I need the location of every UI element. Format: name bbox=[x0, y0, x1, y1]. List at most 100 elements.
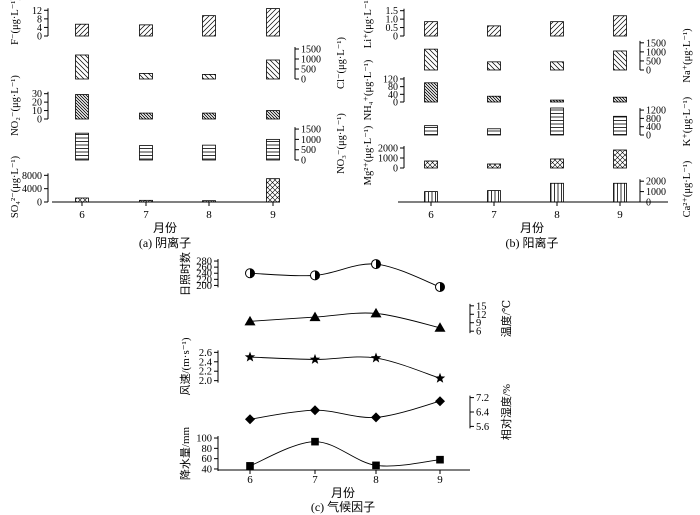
chart-b-bar bbox=[550, 61, 564, 71]
chart-b-caption: (b) 阳离子 bbox=[506, 235, 559, 250]
chart-c-point bbox=[435, 281, 445, 292]
chart-a-bar bbox=[202, 144, 216, 161]
chart-a-bar bbox=[202, 15, 216, 37]
chart-b-bar bbox=[613, 115, 627, 136]
chart-c-y-tick-label: 280 bbox=[196, 257, 212, 268]
chart-a-bar bbox=[266, 178, 280, 203]
chart-c-y-tick-label: 80 bbox=[202, 444, 213, 455]
chart-a-x-tick-label: 6 bbox=[79, 209, 85, 221]
chart-b-bar bbox=[550, 99, 564, 103]
chart-c-x-tick-label: 9 bbox=[437, 474, 443, 486]
chart-c-point bbox=[244, 351, 256, 362]
chart-a-bar bbox=[202, 112, 216, 120]
chart-b-y-tick-label: 1000 bbox=[646, 47, 666, 58]
chart-a-x-axis-label: 月份 bbox=[153, 221, 177, 235]
chart-b-y-tick-label: 40 bbox=[388, 90, 398, 101]
chart-b-y-axis-label: Li⁺(μg·L⁻¹) bbox=[363, 0, 374, 48]
chart-b-y-tick-label: 1.0 bbox=[386, 15, 399, 26]
chart-c-y-tick-label: 2.4 bbox=[199, 357, 213, 368]
chart-c-point bbox=[245, 268, 255, 279]
chart-a-y-tick-label: 0 bbox=[301, 156, 306, 167]
chart-a-bar bbox=[75, 132, 89, 161]
chart-b-y-tick-label: 0 bbox=[646, 198, 651, 209]
chart-b-bar bbox=[487, 128, 501, 136]
chart-b-y-tick-label: 1500 bbox=[646, 38, 666, 49]
chart-b-y-axis-label: K⁺(μg·L⁻¹) bbox=[682, 96, 693, 146]
chart-a-y-tick-label: 20 bbox=[32, 98, 42, 109]
chart-a-bar bbox=[266, 138, 280, 161]
chart-b-y-tick-label: 0.5 bbox=[386, 23, 399, 34]
chart-a-x-tick-label: 8 bbox=[206, 209, 212, 221]
chart-c-y-tick-label: 2.0 bbox=[199, 376, 212, 387]
chart-a-y-axis-label: NO₂⁻(μg·L⁻¹) bbox=[10, 75, 21, 136]
chart-b-x-tick-label: 8 bbox=[554, 209, 560, 221]
chart-c-series-line bbox=[249, 400, 441, 420]
chart-a-y-tick-label: 1000 bbox=[301, 55, 321, 66]
chart-b-bar bbox=[487, 95, 501, 103]
chart-b-bar bbox=[424, 125, 438, 136]
chart-b-bar bbox=[424, 191, 438, 203]
chart-a-bar bbox=[75, 54, 89, 80]
chart-c-y-tick-label: 260 bbox=[196, 263, 212, 274]
chart-b-bar bbox=[613, 182, 627, 203]
chart-c-point bbox=[310, 270, 320, 281]
chart-c-point bbox=[309, 353, 321, 364]
chart-c-point bbox=[310, 405, 320, 416]
chart-b-y-tick-label: 0 bbox=[393, 164, 398, 175]
chart-c-x-tick-label: 8 bbox=[373, 474, 379, 486]
chart-b-bar bbox=[487, 61, 501, 71]
chart-b-bar bbox=[487, 190, 501, 203]
chart-c-point bbox=[370, 307, 382, 318]
chart-b-y-tick-label: 500 bbox=[646, 56, 661, 67]
chart-c-y-tick-label: 200 bbox=[196, 281, 212, 292]
chart-a-y-axis-label: Cl⁻(μg·L⁻¹) bbox=[336, 37, 347, 89]
chart-c-y-axis-label: 降水量/mm bbox=[178, 426, 192, 480]
chart-c-point bbox=[245, 414, 255, 425]
chart-c-x-tick-label: 6 bbox=[247, 474, 253, 486]
chart-a-y-tick-label: 0 bbox=[37, 115, 42, 126]
chart-c-series-line bbox=[249, 356, 441, 379]
chart-b-y-tick-label: 400 bbox=[646, 122, 661, 133]
chart-c-y-tick-label: 40 bbox=[202, 464, 213, 475]
chart-b-bar bbox=[550, 107, 564, 136]
chart-a-y-axis-label: F⁻(μg·L⁻¹) bbox=[10, 0, 21, 45]
chart-c-point bbox=[371, 259, 381, 270]
chart-a-bar bbox=[139, 145, 153, 161]
chart-c-series-line bbox=[249, 263, 441, 288]
chart-c-series-line bbox=[249, 441, 441, 467]
chart-b-bar bbox=[424, 21, 438, 37]
chart-b-bar bbox=[613, 15, 627, 37]
chart-c-y-axis-label: 风速/(m·s⁻¹) bbox=[179, 337, 192, 395]
chart-a-bar bbox=[139, 24, 153, 37]
chart-b-y-tick-label: 0 bbox=[646, 131, 651, 142]
chart-b-x-axis-label: 月份 bbox=[520, 221, 544, 235]
chart-b-y-tick-label: 2000 bbox=[378, 144, 398, 155]
chart-b-x-tick-label: 7 bbox=[491, 209, 497, 221]
chart-a-y-tick-label: 500 bbox=[301, 145, 316, 156]
chart-c-y-tick-label: 6.4 bbox=[476, 408, 490, 419]
chart-a-y-tick-label: 4 bbox=[37, 23, 42, 34]
chart-b-y-tick-label: 2000 bbox=[646, 177, 666, 188]
chart-a-bar bbox=[75, 23, 89, 37]
chart-a-y-tick-label: 0 bbox=[37, 32, 42, 43]
chart-a-bar bbox=[139, 199, 153, 203]
chart-a-x-tick-label: 9 bbox=[270, 209, 276, 221]
chart-c-point bbox=[244, 315, 256, 326]
chart-b-y-axis-label: Na⁺(μg·L⁻¹) bbox=[682, 28, 693, 83]
chart-c-y-tick-label: 7.2 bbox=[476, 393, 489, 404]
chart-b-x-tick-label: 6 bbox=[428, 209, 434, 221]
chart-c-y-tick-label: 220 bbox=[196, 275, 212, 286]
chart-c-y-tick-label: 100 bbox=[196, 434, 212, 445]
chart-b-bar bbox=[550, 158, 564, 169]
chart-b-bar bbox=[550, 182, 564, 203]
chart-a-y-tick-label: 0 bbox=[37, 198, 42, 209]
chart-b-bar bbox=[424, 82, 438, 103]
chart-a-y-tick-label: 8000 bbox=[22, 171, 42, 182]
chart-c-y-axis-label: 温度/℃ bbox=[499, 300, 513, 337]
chart-a-bar bbox=[139, 112, 153, 120]
chart-c-y-tick-label: 2.6 bbox=[199, 348, 212, 359]
chart-c-point bbox=[435, 396, 445, 407]
chart-c-series-line bbox=[249, 312, 441, 329]
chart-a-y-tick-label: 10 bbox=[32, 106, 42, 117]
